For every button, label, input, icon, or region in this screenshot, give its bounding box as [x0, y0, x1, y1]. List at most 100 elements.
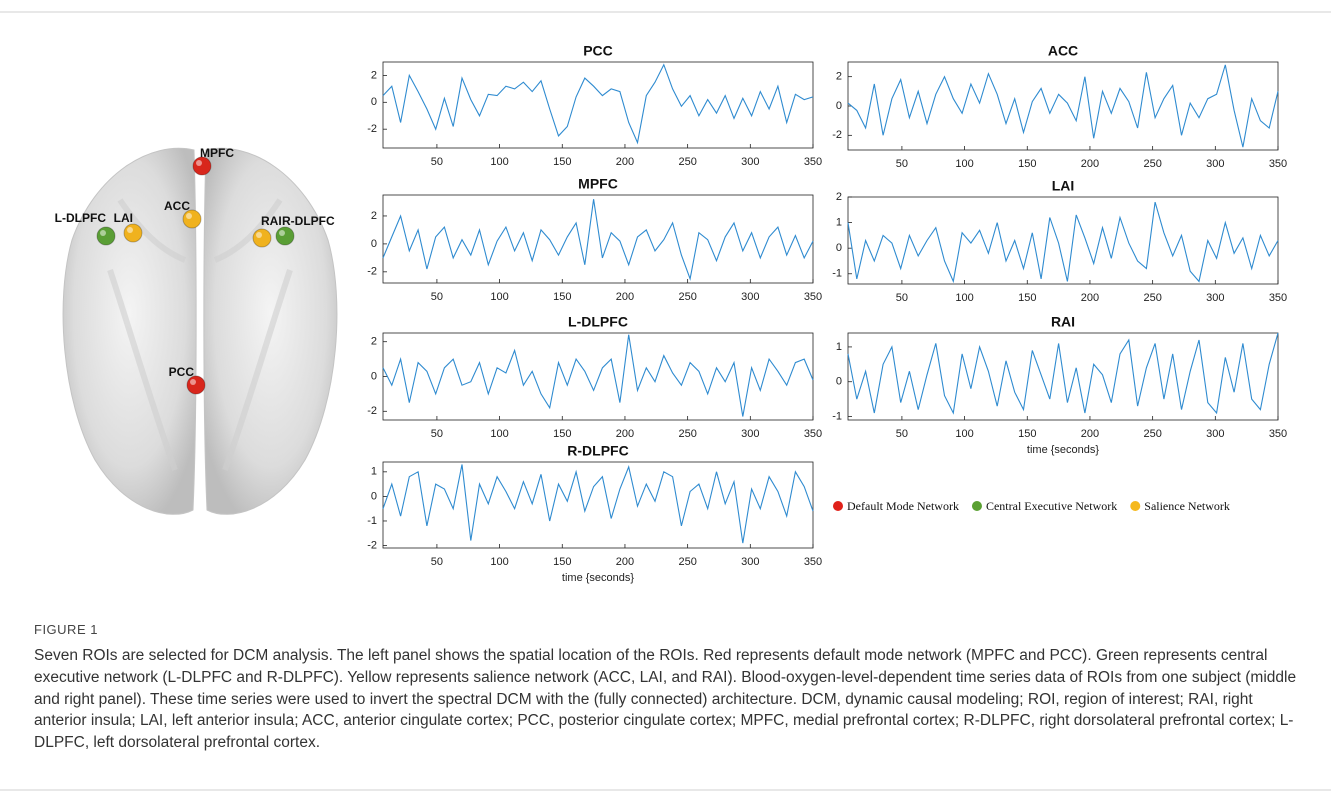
x-tick-label: 50	[431, 428, 443, 440]
x-tick-label: 350	[804, 291, 822, 303]
x-tick-label: 300	[1206, 292, 1224, 304]
chart-title: PCC	[583, 43, 613, 59]
x-tick-label: 350	[804, 156, 822, 168]
x-tick-label: 300	[1206, 428, 1224, 440]
x-tick-label: 150	[553, 156, 571, 168]
y-tick-label: -2	[832, 129, 842, 141]
y-tick-label: -1	[367, 515, 377, 527]
chart-title: RAI	[1051, 314, 1075, 330]
legend-swatch	[1130, 501, 1141, 511]
roi-highlight	[100, 230, 106, 236]
x-tick-label: 200	[616, 556, 634, 568]
x-tick-label: 350	[1269, 158, 1287, 170]
x-tick-label: 350	[1269, 292, 1287, 304]
x-tick-label: 50	[896, 428, 908, 440]
x-tick-label: 200	[1081, 292, 1099, 304]
brain-folds	[107, 198, 293, 472]
legend-swatch	[971, 501, 982, 511]
x-tick-label: 100	[955, 158, 973, 170]
x-tick-label: 250	[678, 291, 696, 303]
roi-node	[123, 223, 143, 243]
x-tick-label: 200	[616, 291, 634, 303]
plot-frame	[847, 61, 1279, 151]
roi-highlight	[279, 230, 285, 236]
x-tick-label: 50	[896, 292, 908, 304]
brain	[62, 147, 338, 515]
y-tick-label: 0	[371, 96, 377, 108]
roi-node	[275, 226, 295, 246]
x-tick-label: 150	[1018, 292, 1036, 304]
x-tick-label: 300	[741, 156, 759, 168]
chart-title: R-DLPFC	[567, 443, 628, 459]
y-tick-label: 0	[371, 238, 377, 250]
x-tick-label: 200	[616, 428, 634, 440]
x-tick-label: 100	[490, 156, 508, 168]
data-line	[847, 201, 1279, 284]
x-tick-label: 250	[678, 156, 696, 168]
y-tick-label: 2	[371, 69, 377, 81]
x-tick-label: 250	[678, 556, 696, 568]
x-tick-label: 100	[955, 428, 973, 440]
roi-node	[96, 226, 116, 246]
y-tick-label: 0	[836, 376, 842, 388]
chart-title: LAI	[1052, 178, 1075, 194]
data-line	[382, 63, 814, 145]
y-tick-label: 0	[371, 370, 377, 382]
data-line	[382, 199, 814, 281]
chart-title: L-DLPFC	[568, 314, 628, 330]
x-tick-label: 250	[678, 428, 696, 440]
legend-label: Default Mode Network	[847, 499, 959, 513]
x-tick-label: 200	[1081, 158, 1099, 170]
roi-label: MPFC	[200, 146, 234, 160]
x-tick-label: 300	[741, 556, 759, 568]
y-tick-label: 2	[371, 210, 377, 222]
y-tick-label: -2	[367, 266, 377, 278]
y-tick-label: -1	[832, 268, 842, 280]
x-tick-label: 100	[955, 292, 973, 304]
y-tick-label: -2	[367, 405, 377, 417]
x-tick-label: 350	[804, 428, 822, 440]
y-tick-label: 0	[836, 100, 842, 112]
x-tick-label: 200	[616, 156, 634, 168]
y-tick-label: 2	[836, 71, 842, 83]
x-tick-label: 300	[1206, 158, 1224, 170]
figure-caption: Seven ROIs are selected for DCM analysis…	[34, 647, 1297, 752]
chart-title: MPFC	[578, 176, 618, 192]
x-tick-label: 100	[490, 291, 508, 303]
y-tick-label: 2	[371, 336, 377, 348]
legend-label: Central Executive Network	[986, 499, 1117, 513]
x-tick-label: 150	[1018, 428, 1036, 440]
x-tick-label: 350	[804, 556, 822, 568]
x-tick-label: 50	[431, 156, 443, 168]
y-tick-label: 1	[371, 466, 377, 478]
y-tick-label: -1	[832, 410, 842, 422]
roi-highlight	[256, 232, 262, 238]
roi-highlight	[196, 160, 202, 166]
x-tick-label: 50	[431, 291, 443, 303]
x-tick-label: 50	[896, 158, 908, 170]
y-tick-label: -2	[367, 123, 377, 135]
plot-frame	[847, 196, 1279, 285]
x-tick-label: 150	[1018, 158, 1036, 170]
roi-label: RAI	[261, 214, 282, 228]
y-tick-label: 1	[836, 216, 842, 228]
legend-swatch	[833, 501, 843, 511]
roi-label: L-DLPFC	[55, 211, 107, 225]
data-line	[382, 334, 814, 417]
roi-label: LAI	[114, 211, 133, 225]
x-tick-label: 200	[1081, 428, 1099, 440]
roi-label: R-DLPFC	[282, 214, 335, 228]
roi-highlight	[190, 379, 196, 385]
chart-title: ACC	[1048, 43, 1078, 59]
roi-node	[252, 228, 272, 248]
y-tick-label: 1	[836, 341, 842, 353]
plot-frame	[382, 61, 814, 149]
roi-highlight	[186, 213, 192, 219]
x-tick-label: 150	[553, 291, 571, 303]
x-tick-label: 250	[1143, 292, 1161, 304]
x-tick-label: 50	[431, 556, 443, 568]
data-line	[847, 64, 1279, 148]
x-tick-label: 300	[741, 291, 759, 303]
